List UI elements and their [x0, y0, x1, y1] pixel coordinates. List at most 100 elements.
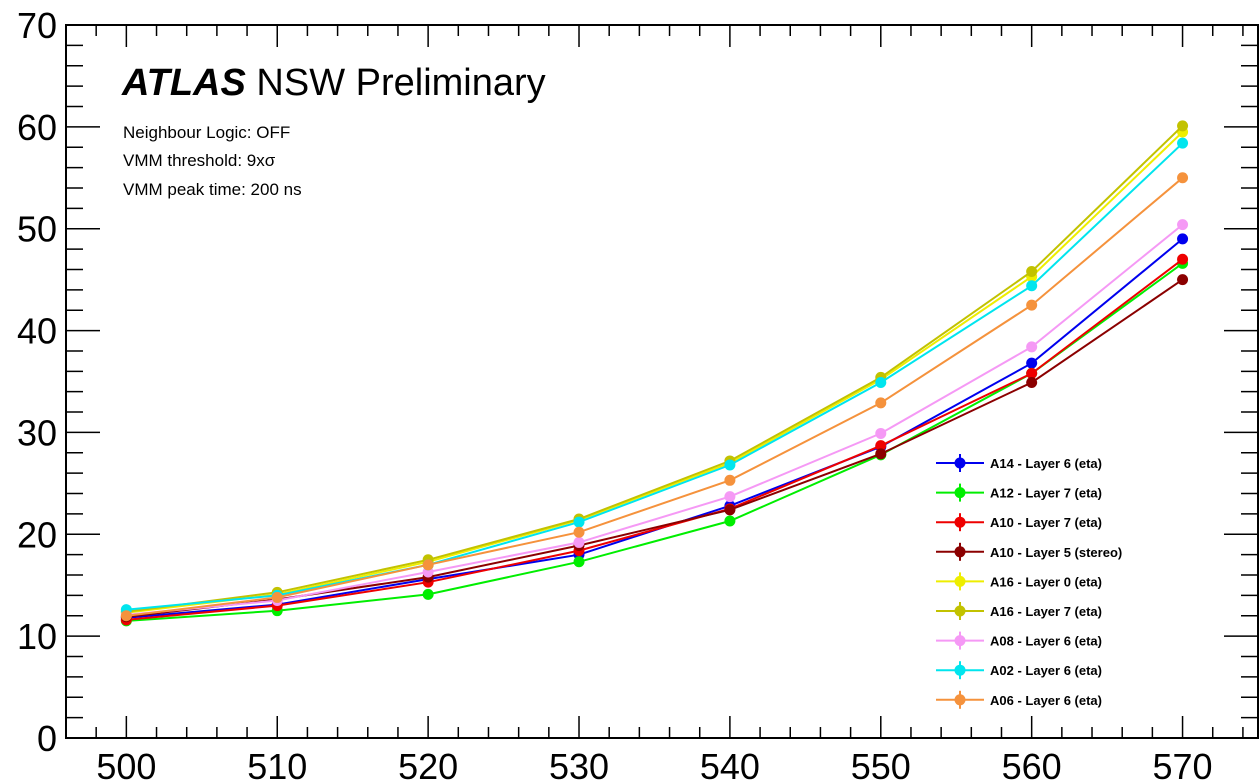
chart-title: ATLAS NSW Preliminary [122, 62, 546, 105]
data-point [1026, 357, 1038, 369]
x-tick-label: 540 [700, 746, 760, 782]
series-2 [120, 253, 1189, 626]
legend-item: A14 - Layer 6 (eta) [936, 454, 1102, 472]
y-tick-label: 50 [17, 209, 57, 250]
data-point [1177, 219, 1189, 231]
info-vmm-peak-time: VMM peak time: 200 ns [123, 180, 302, 199]
x-tick-label: 560 [1002, 746, 1062, 782]
data-point [422, 559, 434, 571]
legend-label: A16 - Layer 0 (eta) [990, 574, 1102, 589]
legend-label: A10 - Layer 7 (eta) [990, 515, 1102, 530]
legend-item: A06 - Layer 6 (eta) [936, 690, 1102, 709]
legend-marker [954, 694, 966, 706]
data-point [1026, 341, 1038, 353]
data-point [573, 516, 585, 528]
legend-marker [954, 635, 966, 647]
legend-marker [954, 575, 966, 587]
legend-marker [954, 605, 966, 617]
x-tick-label: 510 [247, 746, 307, 782]
legend-item: A16 - Layer 0 (eta) [936, 572, 1102, 591]
series-line [126, 223, 1184, 616]
legend: A14 - Layer 6 (eta) A12 - Layer 7 (eta) A1… [936, 454, 1122, 709]
data-point [573, 526, 585, 538]
data-point [271, 591, 283, 603]
x-tick-label: 570 [1153, 746, 1213, 782]
legend-marker [954, 546, 966, 558]
data-point [120, 610, 132, 622]
data-point [1026, 280, 1038, 292]
title-subtitle: NSW Preliminary [256, 62, 546, 104]
data-point [1026, 377, 1038, 389]
legend-item: A10 - Layer 7 (eta) [936, 513, 1102, 532]
data-point [724, 504, 736, 516]
data-point [875, 397, 887, 409]
legend-marker [954, 457, 966, 469]
y-tick-label: 30 [17, 412, 57, 453]
series-line [126, 238, 1184, 619]
data-point [573, 536, 585, 548]
data-point [1177, 274, 1189, 286]
legend-item: A02 - Layer 6 (eta) [936, 661, 1102, 680]
legend-label: A08 - Layer 6 (eta) [990, 634, 1102, 649]
legend-label: A16 - Layer 7 (eta) [990, 604, 1102, 619]
series-0 [120, 233, 1189, 624]
legend-item: A16 - Layer 7 (eta) [936, 602, 1102, 620]
data-point [724, 474, 736, 486]
series-line [126, 278, 1184, 618]
data-point [875, 440, 887, 452]
data-point [1177, 233, 1189, 245]
legend-item: A12 - Layer 7 (eta) [936, 483, 1102, 502]
legend-marker [954, 516, 966, 528]
legend-marker [954, 487, 966, 499]
x-tick-label: 530 [549, 746, 609, 782]
legend-item: A10 - Layer 5 (stereo) [936, 542, 1122, 561]
series-layer [120, 120, 1189, 627]
atlas-label: ATLAS [122, 62, 246, 104]
legend-label: A06 - Layer 6 (eta) [990, 693, 1102, 708]
x-tick-label: 520 [398, 746, 458, 782]
legend-label: A10 - Layer 5 (stereo) [990, 545, 1122, 560]
series-8 [120, 172, 1189, 622]
data-point [875, 377, 887, 389]
legend-label: A02 - Layer 6 (eta) [990, 663, 1102, 678]
series-3 [120, 274, 1189, 623]
data-point [875, 427, 887, 439]
data-point [1026, 367, 1038, 379]
y-tick-label: 0 [37, 718, 57, 759]
data-point [1177, 137, 1189, 149]
series-line [126, 258, 1184, 621]
y-tick-label: 10 [17, 616, 57, 657]
data-point [1026, 299, 1038, 311]
data-point [724, 515, 736, 527]
legend-label: A14 - Layer 6 (eta) [990, 456, 1102, 471]
data-point [875, 448, 887, 460]
data-point [422, 588, 434, 600]
data-point [1026, 265, 1038, 277]
y-tick-label: 70 [17, 5, 57, 46]
axes: 500 510 520 530 540 550 560 570 0 10 20 30 40 50 60 70 [17, 5, 1259, 782]
info-neighbour-logic: Neighbour Logic: OFF [123, 123, 291, 142]
y-tick-label: 60 [17, 107, 57, 148]
data-point [1177, 253, 1189, 265]
plot-frame [65, 24, 1259, 739]
legend-label: A12 - Layer 7 (eta) [990, 486, 1102, 501]
data-point [1177, 172, 1189, 184]
y-tick-label: 20 [17, 514, 57, 555]
data-point [573, 556, 585, 568]
series-line [126, 262, 1184, 622]
series-1 [120, 257, 1189, 627]
series-line [126, 125, 1184, 613]
legend-marker [954, 664, 966, 676]
x-tick-label: 500 [96, 746, 156, 782]
legend-item: A08 - Layer 6 (eta) [936, 631, 1102, 650]
x-tick-label: 550 [851, 746, 911, 782]
data-point [1177, 120, 1189, 132]
data-point [724, 459, 736, 471]
series-line [126, 177, 1184, 617]
y-tick-label: 40 [17, 311, 57, 352]
series-line [126, 142, 1184, 611]
series-line [126, 131, 1184, 614]
info-vmm-threshold: VMM threshold: 9xσ [123, 151, 276, 170]
data-point [724, 491, 736, 503]
